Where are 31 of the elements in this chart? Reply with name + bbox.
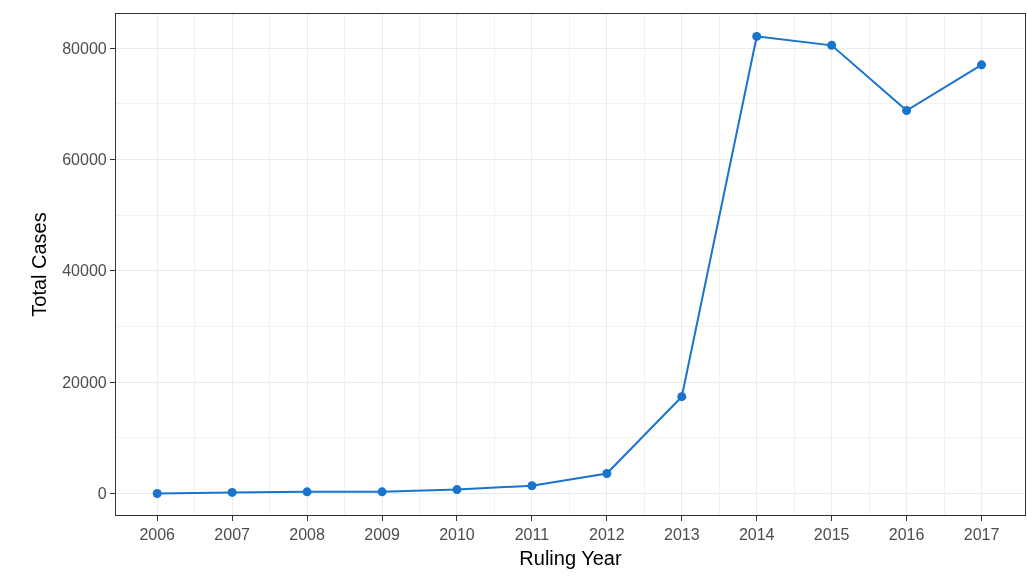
point [602,468,612,478]
x-tick-label: 2015 [813,526,850,544]
y-tick-label: 80000 [62,39,107,57]
x-tick-label: 2011 [514,526,550,544]
y-tick-label: 20000 [62,373,107,391]
x-tick-label: 2010 [439,526,475,544]
point [902,105,912,115]
y-tick-label: 60000 [62,151,107,169]
y-tick-label: 0 [97,485,107,503]
x-axis-title: Ruling Year [519,546,622,569]
point [527,481,537,491]
point [377,487,387,497]
point [452,485,462,495]
x-tick-label: 2017 [963,526,1000,544]
y-tick-label: 40000 [62,262,107,280]
x-tick-label: 2012 [589,526,625,544]
y-axis-title: Total Cases [27,212,50,317]
x-tick-label: 2008 [289,526,325,544]
point [752,31,762,41]
point [227,487,237,497]
x-tick-label: 2007 [214,526,251,544]
point [827,40,837,50]
x-tick-label: 2013 [663,526,700,544]
point [677,392,687,402]
x-tick-label: 2016 [888,526,925,544]
point [977,60,987,70]
point [302,487,312,497]
x-tick-label: 2006 [139,526,176,544]
x-tick-label: 2014 [738,526,775,544]
x-tick-label: 2009 [364,526,400,544]
point [152,489,162,499]
